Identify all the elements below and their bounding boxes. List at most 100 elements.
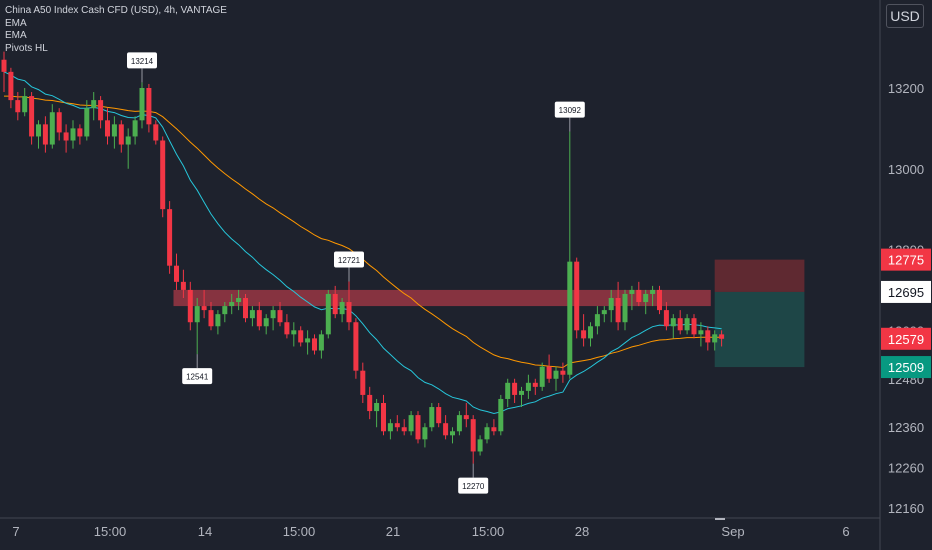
candle-body <box>408 415 414 432</box>
indicator-ema-fast[interactable]: EMA <box>5 17 27 29</box>
candle-body <box>139 88 145 121</box>
time-cursor-marker <box>715 518 725 520</box>
candle-body <box>77 128 83 137</box>
candle-body <box>450 431 455 436</box>
candle-body <box>15 100 21 113</box>
candle-body <box>118 124 124 145</box>
candle-body <box>677 318 683 331</box>
candle-body <box>346 302 352 323</box>
candle-body <box>512 382 518 395</box>
candle-body <box>601 310 607 315</box>
candle-body <box>49 112 55 145</box>
candle-body <box>249 310 255 319</box>
candle-body <box>312 338 317 351</box>
candle-body <box>360 370 366 395</box>
candle-body <box>519 390 524 395</box>
time-tick-label: 28 <box>575 524 589 539</box>
price-badge-entry <box>881 280 931 303</box>
candle-body <box>180 281 186 290</box>
pivot-label: 12721 <box>338 256 361 265</box>
symbol-title: China A50 Index Cash CFD (USD), 4h, VANT… <box>5 5 227 16</box>
candle-body <box>284 322 290 335</box>
candle-body <box>367 394 373 412</box>
candle-body <box>463 415 469 420</box>
candle-body <box>574 261 580 331</box>
candle-body <box>374 403 380 412</box>
time-tick-label: 15:00 <box>283 524 316 539</box>
candle-body <box>470 419 476 452</box>
candle-body <box>36 124 41 137</box>
price-badge-label: 12695 <box>888 285 924 300</box>
candle-body <box>581 330 587 339</box>
pivot-label: 12541 <box>186 373 209 382</box>
time-tick-label: 21 <box>386 524 400 539</box>
candle-body <box>277 310 283 323</box>
chart-legend: China A50 Index Cash CFD (USD), 4h, VANT… <box>5 5 227 55</box>
candle-body <box>84 108 90 137</box>
candle-body <box>332 293 338 315</box>
price-badge-last <box>881 327 931 350</box>
candle-body <box>422 427 428 440</box>
candle-body <box>325 293 331 335</box>
candle-body <box>105 120 110 137</box>
candle-body <box>705 330 711 343</box>
candle-body <box>125 136 131 145</box>
price-tick-label: 12160 <box>888 501 924 516</box>
candle-body <box>629 289 635 294</box>
candle-body <box>353 322 359 371</box>
candle-body <box>456 415 462 432</box>
pivot-label-box <box>554 101 585 118</box>
candle-body <box>394 423 400 428</box>
candle-body <box>636 289 642 303</box>
candle-body <box>498 398 504 432</box>
candles-group <box>1 51 725 464</box>
currency-button[interactable]: USD <box>886 4 924 28</box>
candle-body <box>263 318 269 327</box>
candle-body <box>70 128 76 141</box>
candle-body <box>236 298 242 303</box>
candle-body <box>91 100 97 109</box>
candle-body <box>22 96 28 113</box>
candle-body <box>132 120 138 137</box>
candle-body <box>643 293 649 303</box>
pivot-label: 12270 <box>462 482 485 491</box>
time-tick-label: 15:00 <box>472 524 505 539</box>
candle-body <box>650 289 656 294</box>
candle-body <box>187 289 193 323</box>
time-tick-label: 7 <box>12 524 19 539</box>
pivot-label-box <box>182 368 213 385</box>
candle-body <box>401 427 407 432</box>
candle-body <box>56 112 62 133</box>
candle-body <box>256 310 262 327</box>
candle-body <box>8 71 14 101</box>
candle-body <box>525 382 531 391</box>
candle-body <box>339 302 345 315</box>
ema-fast-line <box>3 71 722 415</box>
candle-body <box>594 314 600 327</box>
candle-body <box>436 407 442 424</box>
candle-body <box>167 209 173 266</box>
price-badge-stop <box>881 248 931 271</box>
time-tick-label: 6 <box>842 524 849 539</box>
candle-body <box>63 132 69 141</box>
candle-body <box>208 310 214 327</box>
candle-body <box>215 314 221 327</box>
candle-body <box>505 382 511 399</box>
candle-body <box>111 124 117 137</box>
candle-body <box>229 302 235 307</box>
candle-body <box>691 318 697 335</box>
candle-body <box>567 261 573 375</box>
pivot-label: 13214 <box>131 57 154 66</box>
indicator-ema-slow[interactable]: EMA <box>5 30 27 41</box>
indicator-pivots[interactable]: Pivots HL <box>5 42 48 54</box>
candle-body <box>615 298 621 323</box>
candle-body <box>415 415 421 440</box>
candle-body <box>670 318 676 327</box>
candle-body <box>146 88 152 125</box>
candle-body <box>560 370 566 375</box>
candle-body <box>305 338 311 343</box>
candle-body <box>588 326 593 339</box>
stop-loss-zone <box>714 259 805 292</box>
candle-body <box>153 124 159 141</box>
